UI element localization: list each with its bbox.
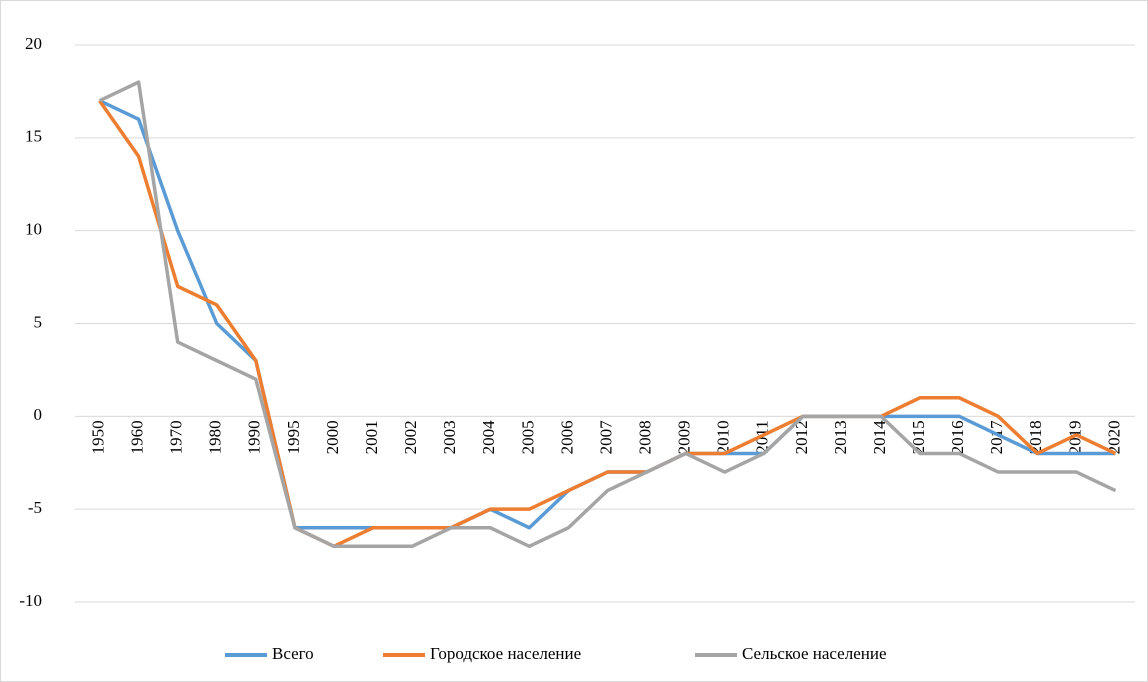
x-tick-label: 2009 [675,420,694,454]
x-tick-label: 1970 [167,420,186,454]
x-tick-label: 2004 [479,420,498,455]
x-tick-label: 2014 [870,420,889,455]
legend-label: Всего [272,644,314,663]
x-tick-label: 1990 [245,420,264,454]
x-tick-label: 2006 [557,420,576,454]
x-tick-label: 1960 [128,420,147,454]
x-tick-label: 2008 [635,420,654,454]
x-tick-label: 1980 [206,420,225,454]
y-tick-label: 20 [25,34,42,53]
x-tick-label: 2003 [440,420,459,454]
x-tick-label: 2002 [401,420,420,454]
x-tick-label: 2012 [792,420,811,454]
x-tick-label: 2007 [596,420,615,455]
y-tick-label: -10 [19,591,42,610]
x-tick-label: 2013 [831,420,850,454]
x-tick-label: 2000 [323,420,342,454]
x-tick-label: 1950 [88,420,107,454]
series-line [98,99,1117,549]
x-tick-label: 1995 [284,420,303,454]
x-tick-label: 2017 [987,420,1006,455]
x-tick-label: 2016 [948,420,967,454]
x-tick-label: 2015 [909,420,928,454]
legend-label: Сельское население [742,644,886,663]
x-tick-label: 2010 [714,420,733,454]
y-tick-label: 0 [34,405,43,424]
y-tick-label: 10 [25,220,42,239]
y-tick-label: 15 [25,127,42,146]
y-tick-label: -5 [28,498,42,517]
legend-label: Городское население [430,644,581,663]
x-tick-label: 2020 [1104,420,1123,454]
series-line [98,80,1117,549]
x-tick-label: 2001 [362,420,381,454]
y-tick-label: 5 [34,312,43,331]
x-tick-label: 2005 [518,420,537,454]
